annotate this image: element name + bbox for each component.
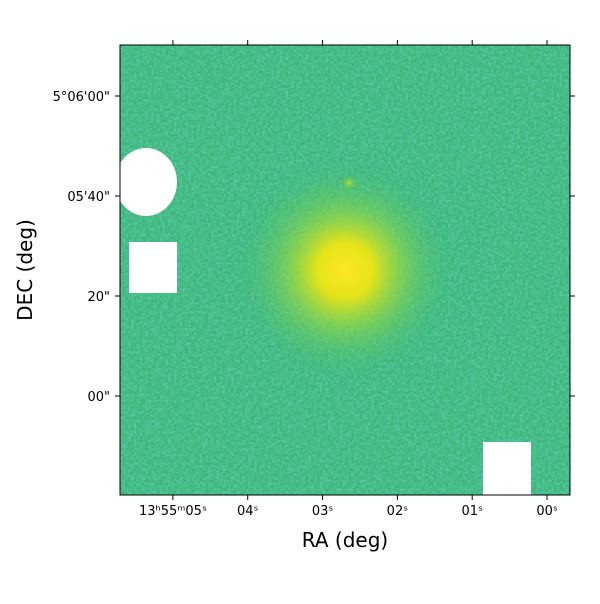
mask bbox=[483, 442, 531, 495]
x-tick-label: 01ˢ bbox=[461, 504, 483, 519]
mask bbox=[120, 148, 177, 216]
axes-frame bbox=[119, 44, 571, 496]
x-tick-label: 03ˢ bbox=[312, 504, 334, 519]
x-tick-label: 02ˢ bbox=[387, 504, 409, 519]
x-tick-label: 04ˢ bbox=[237, 504, 259, 519]
mask bbox=[129, 242, 177, 293]
y-axis-label: DEC (deg) bbox=[13, 219, 37, 321]
image bbox=[120, 45, 570, 495]
y-tick-label: 00" bbox=[87, 390, 110, 405]
x-axis-label: RA (deg) bbox=[302, 528, 388, 552]
y-tick-label: 05'40" bbox=[67, 190, 110, 205]
y-tick-label: 5°06'00" bbox=[53, 90, 110, 105]
y-tick-label: 20" bbox=[87, 290, 110, 305]
x-tick-label: 13ʰ55ᵐ05ˢ bbox=[139, 504, 207, 519]
x-tick-label: 00ˢ bbox=[536, 504, 558, 519]
